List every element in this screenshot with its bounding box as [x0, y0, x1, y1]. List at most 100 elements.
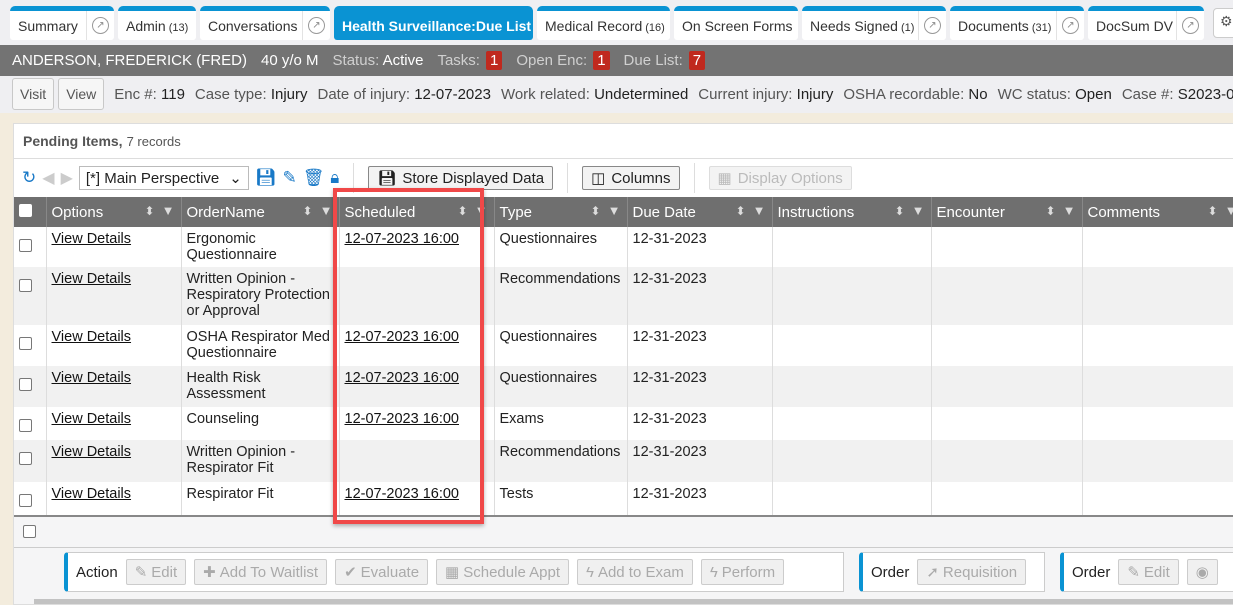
open-enc-badge[interactable]: 1 — [593, 51, 610, 70]
table-row[interactable]: View Details Ergonomic Questionnaire 12-… — [14, 227, 1233, 267]
add-to-waitlist-button[interactable]: ✚ Add To Waitlist — [194, 559, 328, 585]
view-details-link[interactable]: View Details — [51, 486, 132, 502]
perspective-select[interactable]: [*] Main Perspective ⌄ — [78, 166, 249, 190]
table-row[interactable]: View Details Respirator Fit 12-07-2023 1… — [14, 482, 1233, 515]
edit-order-button[interactable]: ✎ Edit — [1118, 559, 1179, 585]
store-displayed-data-button[interactable]: 💾︎ Store Displayed Data — [368, 166, 554, 190]
schedule-appt-button[interactable]: ▦ Schedule Appt — [436, 559, 569, 585]
columns-button[interactable]: ◫ Columns — [582, 166, 680, 190]
view-details-link[interactable]: View Details — [51, 271, 132, 287]
view-details-link[interactable]: View Details — [51, 370, 132, 386]
sort-icon[interactable]: ⬍ — [302, 204, 313, 218]
scheduled-link[interactable]: 12-07-2023 16:00 — [344, 486, 460, 502]
filter-icon[interactable]: ▼ — [161, 203, 175, 218]
sort-icon[interactable]: ⬍ — [1045, 204, 1056, 218]
requisition-button[interactable]: ➚ Requisition — [917, 559, 1027, 585]
view-details-link[interactable]: View Details — [51, 444, 132, 460]
sort-icon[interactable]: ⬍ — [144, 204, 155, 218]
filter-icon[interactable]: ▼ — [1062, 203, 1076, 218]
current-injury-value: Injury — [796, 85, 834, 103]
perform-button[interactable]: ϟ Perform — [700, 559, 785, 585]
popout-icon[interactable]: ↗ — [1176, 11, 1204, 40]
view-details-link[interactable]: View Details — [51, 329, 132, 345]
display-options-button[interactable]: ▦ Display Options — [708, 166, 852, 190]
tab-medical-record[interactable]: Medical Record (16) — [537, 6, 670, 40]
settings-gear-icon[interactable]: ⚙ — [1213, 8, 1233, 38]
view-details-link[interactable]: View Details — [51, 231, 132, 247]
filter-icon[interactable]: ▼ — [607, 203, 621, 218]
column-header-due-date[interactable]: Due Date ⬍ ▼ — [627, 197, 773, 227]
wc-label: WC status: — [997, 85, 1071, 103]
view-button[interactable]: View — [58, 78, 105, 110]
scheduled-link[interactable]: 12-07-2023 16:00 — [344, 329, 460, 345]
column-header-options[interactable]: Options ⬍ ▼ — [46, 197, 182, 227]
add-to-exam-button[interactable]: ϟ Add to Exam — [576, 559, 693, 585]
filter-icon[interactable]: ▼ — [1225, 203, 1233, 218]
column-header-ordername[interactable]: OrderName ⬍ ▼ — [181, 197, 340, 227]
filter-icon[interactable]: ▼ — [911, 203, 925, 218]
grid-toolbar: ↻ ◀ ▶ [*] Main Perspective ⌄ 💾︎ ✎ 🗑︎ 🔒︎ 💾… — [14, 159, 1233, 197]
scheduled-link[interactable]: 12-07-2023 16:00 — [344, 231, 460, 247]
view-details-link[interactable]: View Details — [51, 411, 132, 427]
row-checkbox[interactable] — [19, 494, 32, 507]
column-header-scheduled[interactable]: Scheduled ⬍ ▼ — [339, 197, 495, 227]
tab-health-surveillance-due-list[interactable]: Health Surveillance:Due List — [334, 6, 533, 40]
sort-icon[interactable]: ⬍ — [590, 204, 601, 218]
trash-icon[interactable]: 🗑︎ — [302, 168, 325, 187]
row-checkbox[interactable] — [19, 337, 32, 350]
scheduled-link[interactable]: 12-07-2023 16:00 — [344, 411, 460, 427]
footer-checkbox[interactable] — [23, 525, 36, 538]
filter-icon[interactable]: ▼ — [474, 203, 488, 218]
horizontal-scrollbar[interactable] — [34, 599, 1233, 604]
tasks-badge[interactable]: 1 — [485, 51, 503, 70]
column-header-comments[interactable]: Comments ⬍ ▼ — [1082, 197, 1233, 227]
popout-icon[interactable]: ↗ — [918, 11, 946, 40]
sort-icon[interactable]: ⬍ — [457, 204, 468, 218]
scheduled-link[interactable]: 12-07-2023 16:00 — [344, 370, 460, 386]
back-icon[interactable]: ◀ — [42, 170, 55, 187]
tab-admin[interactable]: Admin (13) — [118, 6, 196, 40]
filter-icon[interactable]: ▼ — [752, 203, 766, 218]
row-checkbox[interactable] — [19, 378, 32, 391]
due-list-badge[interactable]: 7 — [688, 51, 706, 70]
column-header-encounter[interactable]: Encounter ⬍ ▼ — [931, 197, 1083, 227]
tab-on-screen-forms[interactable]: On Screen Forms — [674, 6, 798, 40]
sort-icon[interactable]: ⬍ — [1207, 204, 1218, 218]
tab-docsum-dv[interactable]: DocSum DV ↗ — [1088, 6, 1204, 40]
column-header-instructions[interactable]: Instructions ⬍ ▼ — [772, 197, 932, 227]
visit-button[interactable]: Visit — [12, 78, 55, 110]
tab-needs-signed[interactable]: Needs Signed (1) ↗ — [802, 6, 946, 40]
filter-icon[interactable]: ▼ — [319, 203, 333, 218]
row-checkbox[interactable] — [19, 279, 32, 292]
table-row[interactable]: View Details Health Risk Assessment 12-0… — [14, 366, 1233, 407]
view-order-button[interactable]: ◉ — [1186, 559, 1218, 585]
tab-summary[interactable]: Summary ↗ — [10, 6, 114, 40]
popout-icon[interactable]: ↗ — [1056, 11, 1084, 40]
divider — [693, 163, 695, 193]
table-row[interactable]: View Details Written Opinion - Respirato… — [14, 440, 1233, 482]
select-all-checkbox[interactable] — [19, 203, 32, 217]
tab-conversations[interactable]: Conversations ↗ — [200, 6, 330, 40]
refresh-icon[interactable]: ↻ — [22, 168, 37, 187]
evaluate-button[interactable]: ✔ Evaluate — [335, 559, 429, 585]
table-row[interactable]: View Details Counseling 12-07-2023 16:00… — [14, 407, 1233, 440]
row-checkbox[interactable] — [19, 452, 32, 465]
save-icon[interactable]: 💾︎ — [254, 168, 277, 187]
lock-icon[interactable]: 🔒︎ — [330, 168, 340, 187]
tab-documents[interactable]: Documents (31) ↗ — [950, 6, 1084, 40]
popout-icon[interactable]: ↗ — [302, 11, 330, 40]
sort-icon[interactable]: ⬍ — [894, 204, 905, 218]
table-row[interactable]: View Details Written Opinion - Respirato… — [14, 267, 1233, 325]
table-row[interactable]: View Details OSHA Respirator Med Questio… — [14, 325, 1233, 366]
pencil-icon[interactable]: ✎ — [282, 168, 297, 187]
forward-icon[interactable]: ▶ — [60, 170, 73, 187]
row-checkbox[interactable] — [19, 419, 32, 432]
column-header-type[interactable]: Type ⬍ ▼ — [494, 197, 628, 227]
patient-age: 40 y/o M — [261, 52, 319, 69]
sort-icon[interactable]: ⬍ — [735, 204, 746, 218]
work-related-value: Undetermined — [594, 85, 689, 103]
popout-icon[interactable]: ↗ — [86, 11, 114, 40]
type: Tests — [494, 482, 628, 515]
row-checkbox[interactable] — [19, 239, 32, 252]
edit-button[interactable]: ✎ Edit — [125, 559, 187, 585]
